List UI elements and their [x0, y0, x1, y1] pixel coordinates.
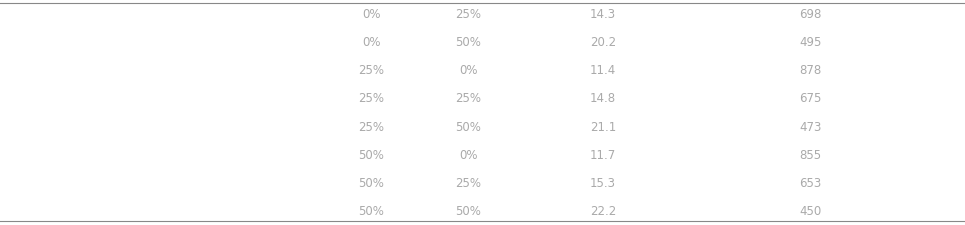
Text: 698: 698 — [799, 8, 822, 21]
Text: 495: 495 — [799, 36, 822, 49]
Text: 25%: 25% — [455, 8, 481, 21]
Text: 0%: 0% — [458, 64, 478, 77]
Text: 50%: 50% — [359, 148, 384, 161]
Text: 878: 878 — [799, 64, 822, 77]
Text: 0%: 0% — [458, 148, 478, 161]
Text: 20.2: 20.2 — [590, 36, 617, 49]
Text: 855: 855 — [800, 148, 821, 161]
Text: 653: 653 — [799, 176, 822, 189]
Text: 22.2: 22.2 — [590, 204, 617, 217]
Text: 25%: 25% — [359, 92, 384, 105]
Text: 50%: 50% — [359, 204, 384, 217]
Text: 11.4: 11.4 — [590, 64, 617, 77]
Text: 50%: 50% — [455, 204, 481, 217]
Text: 15.3: 15.3 — [591, 176, 616, 189]
Text: 21.1: 21.1 — [590, 120, 617, 133]
Text: 25%: 25% — [455, 176, 481, 189]
Text: 11.7: 11.7 — [590, 148, 617, 161]
Text: 25%: 25% — [359, 120, 384, 133]
Text: 50%: 50% — [455, 120, 481, 133]
Text: 50%: 50% — [455, 36, 481, 49]
Text: 0%: 0% — [362, 8, 381, 21]
Text: 50%: 50% — [359, 176, 384, 189]
Text: 14.3: 14.3 — [590, 8, 617, 21]
Text: 0%: 0% — [362, 36, 381, 49]
Text: 450: 450 — [799, 204, 822, 217]
Text: 675: 675 — [799, 92, 822, 105]
Text: 473: 473 — [799, 120, 822, 133]
Text: 25%: 25% — [359, 64, 384, 77]
Text: 25%: 25% — [455, 92, 481, 105]
Text: 14.8: 14.8 — [590, 92, 617, 105]
